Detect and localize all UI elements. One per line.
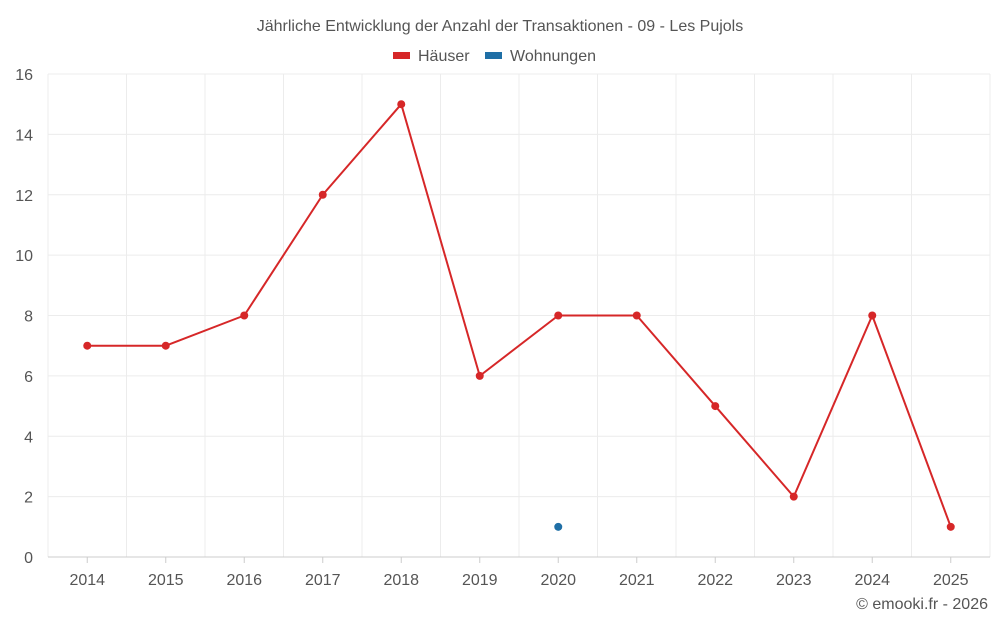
x-tick-label: 2025 (933, 572, 969, 589)
legend-label-haeuser[interactable]: Häuser (418, 48, 470, 65)
legend: Häuser Wohnungen (393, 48, 596, 65)
y-tick-label: 16 (15, 67, 33, 84)
data-point-haeuser (240, 311, 249, 320)
legend-label-wohnungen[interactable]: Wohnungen (510, 48, 596, 65)
x-tick-label: 2024 (854, 572, 890, 589)
series (83, 100, 955, 531)
data-point-wohnungen (554, 522, 563, 531)
series-line-haeuser (87, 103, 952, 528)
y-tick-label: 14 (15, 127, 33, 144)
chart-title: Jährliche Entwicklung der Anzahl der Tra… (257, 18, 743, 35)
y-tick-label: 10 (15, 248, 33, 265)
data-point-haeuser (554, 311, 563, 320)
x-tick-label: 2021 (619, 572, 655, 589)
y-tick-label: 6 (24, 369, 33, 386)
data-point-haeuser (318, 190, 327, 199)
data-point-haeuser (868, 311, 877, 320)
data-point-haeuser (475, 371, 484, 380)
y-tick-label: 4 (24, 429, 33, 446)
data-point-haeuser (946, 522, 955, 531)
legend-swatch-wohnungen (485, 52, 502, 59)
x-tick-label: 2020 (540, 572, 576, 589)
data-point-haeuser (161, 341, 170, 350)
grid (47, 73, 991, 557)
y-tick-label: 12 (15, 188, 33, 205)
data-point-haeuser (632, 311, 641, 320)
data-point-haeuser (789, 492, 798, 501)
x-tick-label: 2018 (383, 572, 419, 589)
data-point-haeuser (397, 100, 406, 109)
data-point-haeuser (83, 341, 92, 350)
x-tick-label: 2023 (776, 572, 812, 589)
x-tick-label: 2015 (148, 572, 184, 589)
axes: 0 2 4 6 8 10 12 14 16 2014 2015 2016 2017 2018 2019 202… (15, 67, 990, 589)
x-tick-label: 2014 (69, 572, 105, 589)
x-tick-label: 2019 (462, 572, 498, 589)
y-tick-label: 2 (24, 490, 33, 507)
data-point-haeuser (711, 402, 720, 411)
credit-text: © emooki.fr - 2026 (856, 596, 988, 613)
x-tick-label: 2022 (697, 572, 733, 589)
y-tick-label: 0 (24, 550, 33, 567)
legend-swatch-haeuser (393, 52, 410, 59)
y-tick-label: 8 (24, 309, 33, 326)
x-tick-label: 2017 (305, 572, 341, 589)
x-tick-label: 2016 (226, 572, 262, 589)
